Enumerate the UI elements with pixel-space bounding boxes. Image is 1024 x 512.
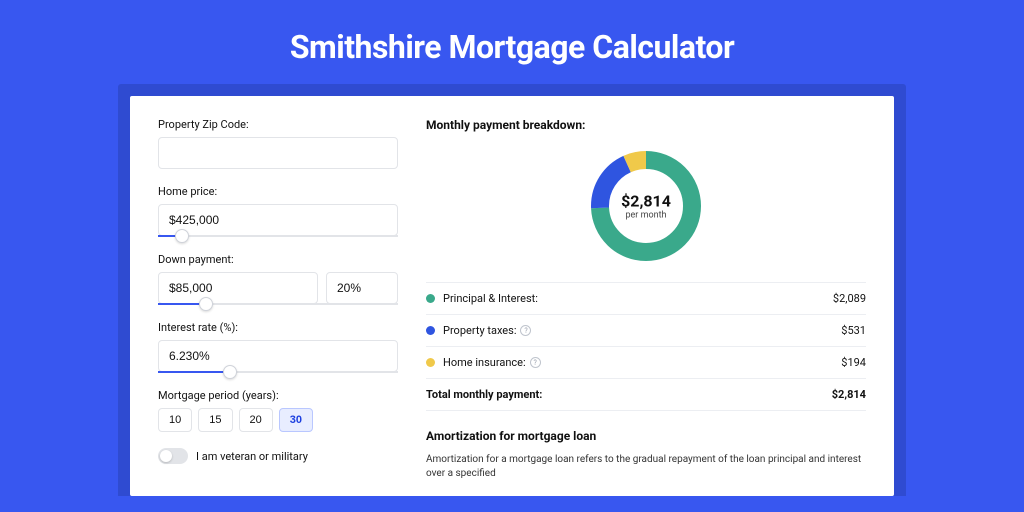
amortization-title: Amortization for mortgage loan [426,429,866,443]
breakdown-list: Principal & Interest:$2,089Property taxe… [426,282,866,411]
down-payment-input[interactable] [158,272,318,304]
down-payment-slider-thumb[interactable] [199,297,213,311]
interest-rate-slider[interactable] [158,371,398,373]
field-zip: Property Zip Code: [158,118,398,169]
field-home-price: Home price: [158,185,398,237]
breakdown-row: Property taxes:?$531 [426,315,866,347]
breakdown-title: Monthly payment breakdown: [426,118,866,132]
breakdown-row: Home insurance:?$194 [426,347,866,379]
zip-label: Property Zip Code: [158,118,398,131]
breakdown-total-value: $2,814 [832,388,866,401]
breakdown-value: $2,089 [833,292,866,305]
home-price-input[interactable] [158,204,398,236]
veteran-toggle-knob [160,450,172,462]
down-payment-slider[interactable] [158,303,398,305]
interest-rate-label: Interest rate (%): [158,321,398,334]
donut-chart: $2,814 per month [586,146,706,266]
breakdown-panel: Monthly payment breakdown: $2,814 per mo… [426,118,866,474]
breakdown-value: $531 [841,324,866,337]
breakdown-total-row: Total monthly payment:$2,814 [426,379,866,411]
breakdown-label: Home insurance:? [443,356,841,369]
legend-dot [426,326,435,335]
legend-dot [426,358,435,367]
period-option-15[interactable]: 15 [198,408,232,432]
period-options: 1015 2030 [158,408,398,432]
card-wrap: Property Zip Code: Home price: Down paym… [118,84,906,496]
breakdown-label: Principal & Interest: [443,292,833,305]
donut-center: $2,814 per month [621,192,671,221]
breakdown-value: $194 [841,356,866,369]
donut-wrap: $2,814 per month [426,142,866,282]
calculator-card: Property Zip Code: Home price: Down paym… [130,96,894,496]
field-veteran: I am veteran or military [158,448,398,464]
home-price-slider-thumb[interactable] [175,229,189,243]
veteran-label: I am veteran or military [196,450,308,463]
amortization-section: Amortization for mortgage loan Amortizat… [426,429,866,481]
period-option-30[interactable]: 30 [279,408,313,432]
page-title: Smithshire Mortgage Calculator [0,0,1024,84]
breakdown-total-label: Total monthly payment: [426,388,832,401]
veteran-toggle[interactable] [158,448,188,464]
legend-dot [426,294,435,303]
period-option-20[interactable]: 20 [239,408,273,432]
donut-amount: $2,814 [621,192,671,211]
amortization-text: Amortization for a mortgage loan refers … [426,453,866,481]
down-payment-pct-input[interactable] [326,272,398,304]
interest-rate-slider-thumb[interactable] [223,365,237,379]
zip-input[interactable] [158,137,398,169]
home-price-label: Home price: [158,185,398,198]
home-price-slider[interactable] [158,235,398,237]
field-down-payment: Down payment: [158,253,398,305]
breakdown-row: Principal & Interest:$2,089 [426,283,866,315]
breakdown-label: Property taxes:? [443,324,841,337]
interest-rate-slider-fill [158,371,230,373]
info-icon[interactable]: ? [520,325,531,336]
field-period: Mortgage period (years): 1015 2030 [158,389,398,432]
period-label: Mortgage period (years): [158,389,398,402]
period-option-10[interactable]: 10 [158,408,192,432]
donut-sub: per month [621,211,671,221]
info-icon[interactable]: ? [530,357,541,368]
down-payment-label: Down payment: [158,253,398,266]
interest-rate-input[interactable] [158,340,398,372]
field-interest-rate: Interest rate (%): [158,321,398,373]
form-panel: Property Zip Code: Home price: Down paym… [158,118,398,474]
